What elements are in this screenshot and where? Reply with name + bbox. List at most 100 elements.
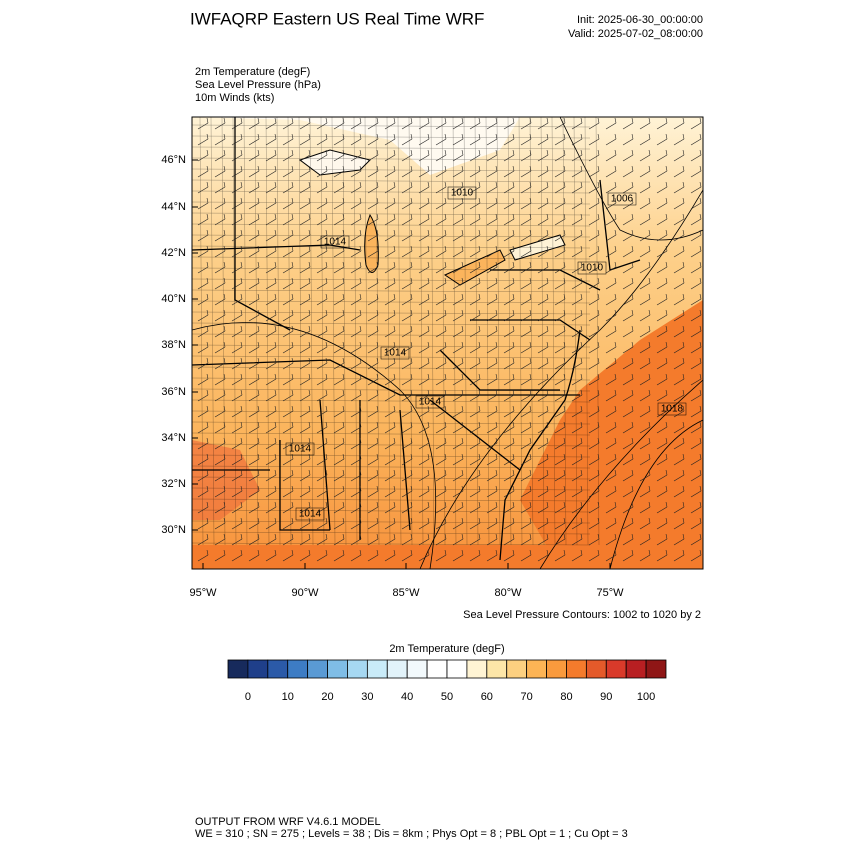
wind-barb bbox=[469, 250, 481, 258]
footer-line: WE = 310 ; SN = 275 ; Levels = 38 ; Dis … bbox=[195, 828, 628, 840]
wind-barb bbox=[240, 293, 243, 300]
wind-barb bbox=[563, 325, 566, 332]
county-line bbox=[287, 117, 292, 546]
wind-barb bbox=[495, 533, 498, 540]
wind-barb bbox=[486, 362, 498, 370]
county-line bbox=[276, 117, 281, 546]
wind-barb bbox=[648, 277, 651, 284]
county-line bbox=[192, 300, 591, 304]
wind-barb bbox=[308, 389, 311, 396]
county-line bbox=[192, 179, 591, 183]
wind-barb bbox=[291, 373, 294, 380]
wind-barb bbox=[384, 330, 396, 338]
wind-barb bbox=[503, 458, 515, 466]
wind-barb bbox=[359, 405, 362, 412]
wind-barb bbox=[486, 506, 498, 514]
wind-barb bbox=[240, 517, 243, 524]
colorbar-label: 50 bbox=[441, 691, 453, 703]
county-line bbox=[192, 146, 591, 150]
wind-barb bbox=[486, 170, 498, 178]
wind-barb bbox=[554, 490, 566, 498]
wind-barb bbox=[537, 538, 549, 546]
wind-barb bbox=[350, 522, 362, 530]
wind-barb bbox=[495, 517, 498, 524]
wind-barb bbox=[461, 421, 464, 428]
wind-barb bbox=[384, 138, 396, 146]
county-line bbox=[518, 117, 523, 546]
wind-barb bbox=[435, 266, 447, 274]
wind-barb bbox=[248, 394, 260, 402]
wind-barb bbox=[665, 501, 668, 508]
wind-barb bbox=[384, 474, 396, 482]
wind-barb bbox=[588, 346, 600, 354]
wind-barb bbox=[393, 453, 396, 460]
wind-barb bbox=[622, 538, 634, 546]
county-line bbox=[192, 201, 591, 205]
wind-barb bbox=[478, 149, 481, 156]
wind-barb bbox=[444, 405, 447, 412]
wind-barb bbox=[690, 378, 702, 386]
wind-barb bbox=[240, 181, 243, 188]
wind-barb bbox=[435, 202, 447, 210]
wind-barb bbox=[580, 373, 583, 380]
county-line bbox=[192, 520, 591, 524]
wind-barb bbox=[546, 485, 549, 492]
wind-barb bbox=[656, 186, 668, 194]
wind-barb bbox=[461, 533, 464, 540]
wind-barb bbox=[452, 474, 464, 482]
wind-barb bbox=[316, 330, 328, 338]
wind-barb bbox=[614, 405, 617, 412]
wind-barb bbox=[282, 362, 294, 370]
lat-label: 30°N bbox=[161, 524, 186, 536]
wind-barb bbox=[469, 394, 481, 402]
wind-barb bbox=[325, 533, 328, 540]
wind-barb bbox=[308, 197, 311, 204]
wind-barb bbox=[248, 362, 260, 370]
wind-barb bbox=[444, 117, 447, 124]
wind-barb bbox=[367, 250, 379, 258]
wind-barb bbox=[223, 405, 226, 412]
wind-barb bbox=[537, 186, 549, 194]
wind-barb bbox=[325, 469, 328, 476]
wind-barb bbox=[359, 501, 362, 508]
wind-barb bbox=[690, 394, 702, 402]
wind-barb bbox=[231, 442, 243, 450]
wind-barb bbox=[291, 277, 294, 284]
wind-barb bbox=[631, 245, 634, 252]
wind-barb bbox=[265, 138, 277, 146]
wind-barb bbox=[520, 282, 532, 290]
wind-barb bbox=[537, 442, 549, 450]
wind-barb bbox=[537, 282, 549, 290]
wind-barb bbox=[452, 250, 464, 258]
wind-barb bbox=[495, 197, 498, 204]
wind-barb bbox=[571, 250, 583, 258]
wind-barb bbox=[325, 421, 328, 428]
lat-label: 32°N bbox=[161, 478, 186, 490]
wind-barb bbox=[427, 421, 430, 428]
wind-barb bbox=[427, 149, 430, 156]
wind-barb bbox=[427, 117, 430, 124]
wind-barb bbox=[435, 506, 447, 514]
wind-barb bbox=[588, 506, 600, 514]
county-line bbox=[192, 476, 591, 480]
wind-barb bbox=[665, 197, 668, 204]
wind-barb bbox=[580, 485, 583, 492]
wind-barb bbox=[622, 234, 634, 242]
wind-barb bbox=[435, 330, 447, 338]
wind-barb bbox=[529, 293, 532, 300]
wind-barb bbox=[282, 250, 294, 258]
wind-barb bbox=[605, 442, 617, 450]
wind-barb bbox=[682, 549, 685, 556]
wind-barb bbox=[342, 229, 345, 236]
wind-barb bbox=[274, 469, 277, 476]
wind-barb bbox=[316, 298, 328, 306]
wind-barb bbox=[214, 538, 226, 546]
wind-barb bbox=[665, 261, 668, 268]
wind-barb bbox=[316, 282, 328, 290]
wind-barb bbox=[554, 442, 566, 450]
field-label: 10m Winds (kts) bbox=[195, 92, 274, 104]
wind-barb bbox=[308, 261, 311, 268]
wind-barb bbox=[401, 474, 413, 482]
colorbar-label: 100 bbox=[637, 691, 655, 703]
wind-barb bbox=[223, 421, 226, 428]
